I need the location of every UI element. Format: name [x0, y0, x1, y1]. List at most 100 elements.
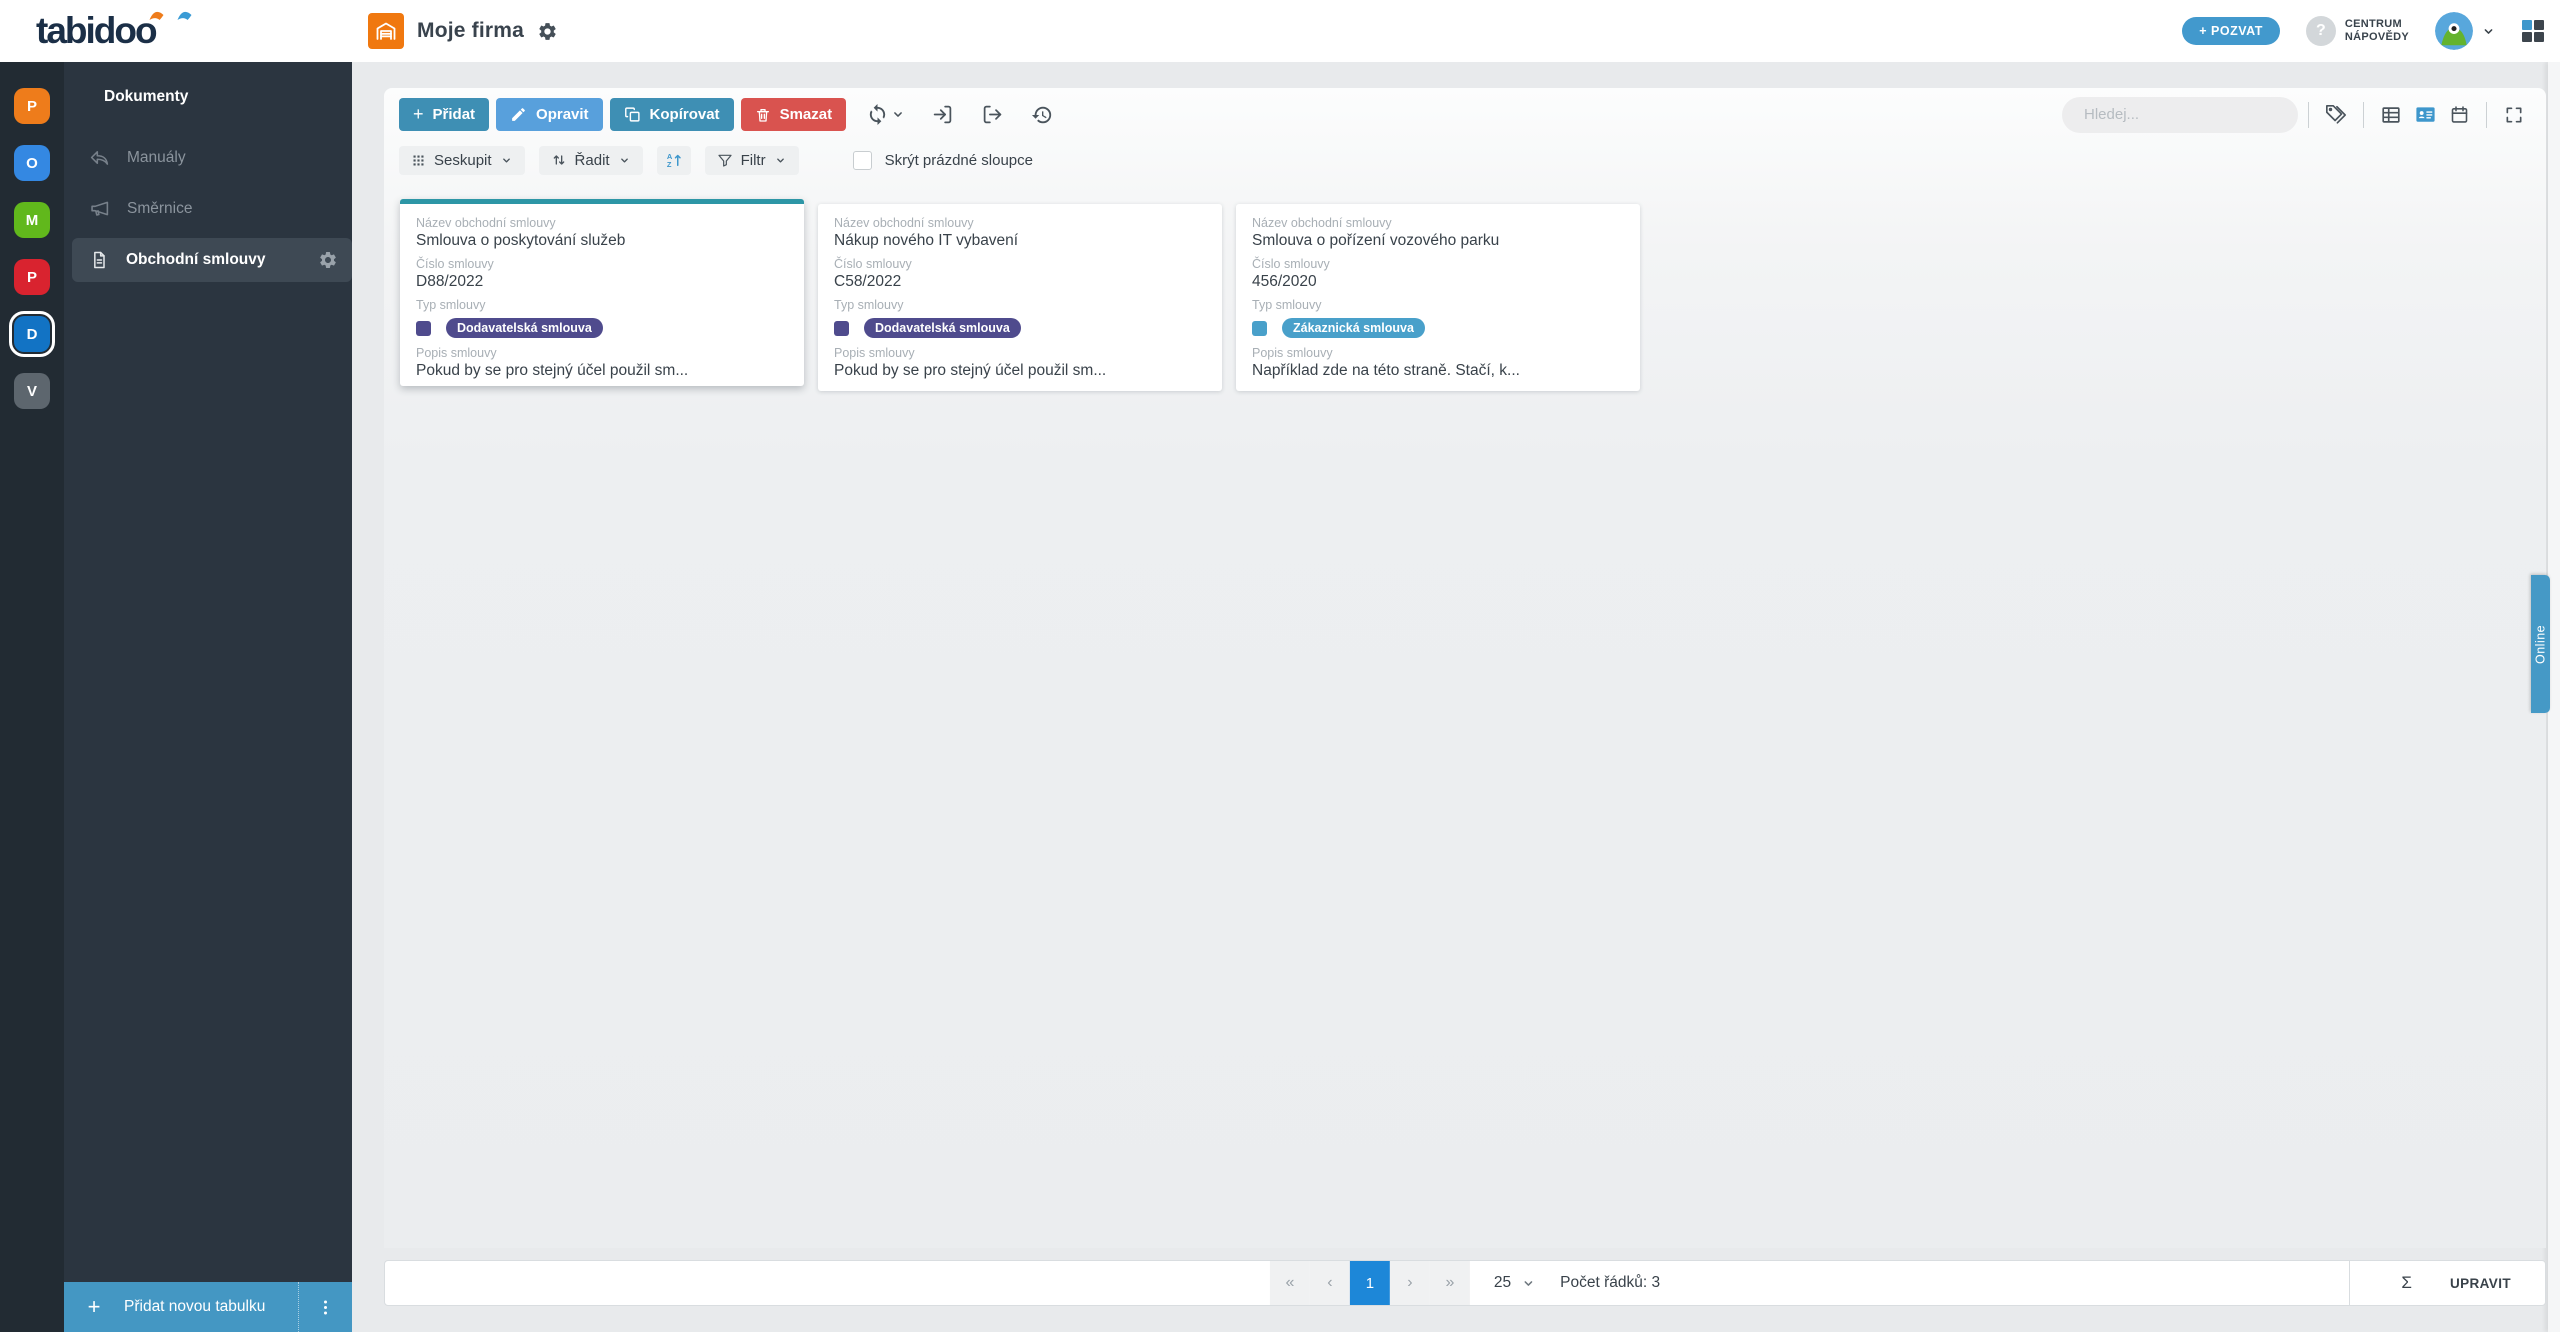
refresh-button[interactable]: [865, 100, 889, 130]
toolbar-primary: + Přidat Opravit Kopírovat Smazat: [399, 96, 2531, 133]
table-list-menu-button[interactable]: [298, 1282, 352, 1332]
pagination-group: « ‹ 1 › »: [1269, 1261, 1470, 1305]
pagination-bar: « ‹ 1 › » 25 Počet řádků: 3 Σ UPRAVIT: [384, 1260, 2546, 1306]
divider: [2486, 101, 2487, 128]
apps-grid-icon[interactable]: [2522, 20, 2544, 42]
field-value-number: C58/2022: [834, 273, 902, 290]
sidebar-item-manualy[interactable]: Manuály: [64, 132, 352, 183]
group-label: Seskupit: [434, 151, 492, 169]
field-value-name: Smlouva o poskytování služeb: [416, 232, 626, 249]
record-card[interactable]: Název obchodní smlouvy Smlouva o poskyto…: [400, 199, 804, 386]
field-label: Číslo smlouvy: [834, 257, 912, 271]
copy-record-button[interactable]: Kopírovat: [609, 98, 734, 131]
group-button[interactable]: Seskupit: [399, 145, 525, 175]
rail-avatar-m[interactable]: M: [14, 202, 50, 238]
delete-record-label: Smazat: [779, 106, 833, 123]
sidebar: Dokumenty Manuály Směrnice Obchodní smlo…: [64, 62, 352, 1332]
history-button[interactable]: [1027, 100, 1057, 130]
edit-view-button[interactable]: UPRAVIT: [2449, 1275, 2511, 1291]
tags-button[interactable]: [2319, 100, 2353, 130]
sidebar-item-label: Směrnice: [127, 199, 193, 217]
record-card[interactable]: Název obchodní smlouvy Smlouva o pořízen…: [1236, 204, 1640, 391]
sidebar-item-label: Manuály: [127, 148, 186, 166]
field-label: Číslo smlouvy: [1252, 257, 1330, 271]
copy-record-label: Kopírovat: [649, 106, 720, 123]
hide-empty-columns-label: Skrýt prázdné sloupce: [884, 151, 1033, 169]
online-status-tab[interactable]: Online: [2531, 575, 2550, 713]
add-record-button[interactable]: + Přidat: [399, 98, 490, 131]
table-settings-icon[interactable]: [318, 250, 338, 270]
first-page-button[interactable]: «: [1269, 1261, 1310, 1305]
add-table-button[interactable]: + Přidat novou tabulku: [64, 1282, 352, 1332]
divider: [2363, 101, 2364, 128]
chevron-down-icon: [774, 154, 787, 167]
help-center-label: CENTRUM NÁPOVĚDY: [2345, 18, 2409, 44]
help-line1: CENTRUM: [2344, 17, 2402, 30]
hide-empty-columns-checkbox[interactable]: [852, 150, 872, 170]
field-label: Typ smlouvy: [416, 298, 486, 312]
prev-page-button[interactable]: ‹: [1309, 1261, 1350, 1305]
sort-button[interactable]: Řadit: [538, 145, 643, 175]
type-badge: Dodavatelská smlouva: [446, 318, 603, 338]
rail-avatar-p1[interactable]: P: [14, 88, 50, 124]
last-page-button[interactable]: »: [1429, 1261, 1470, 1305]
history-icon: [1031, 104, 1053, 126]
invite-button[interactable]: + POZVAT: [2182, 17, 2280, 45]
chevron-down-icon: [618, 154, 631, 167]
import-icon: [932, 104, 953, 125]
sum-button[interactable]: Σ: [2401, 1273, 2412, 1292]
chevron-down-icon: [500, 154, 513, 167]
help-center-link[interactable]: ? CENTRUM NÁPOVĚDY: [2305, 16, 2409, 46]
tabidoo-logo[interactable]: tabidoo: [36, 10, 196, 52]
top-header: tabidoo Moje firma + POZVAT ? CENTRUM NÁ…: [0, 0, 2560, 62]
workspace-settings-icon[interactable]: [537, 21, 558, 42]
type-badge: Dodavatelská smlouva: [864, 318, 1021, 338]
search-box: [2062, 96, 2298, 133]
main-content: + Přidat Opravit Kopírovat Smazat: [352, 62, 2560, 1332]
refresh-caret-icon[interactable]: [889, 107, 907, 122]
next-page-button[interactable]: ›: [1389, 1261, 1430, 1305]
pencil-icon: [510, 106, 527, 123]
record-card[interactable]: Název obchodní smlouvy Nákup nového IT v…: [818, 204, 1222, 391]
plus-icon: +: [87, 1294, 101, 1319]
fullscreen-button[interactable]: [2497, 100, 2531, 130]
import-button[interactable]: [927, 100, 957, 130]
search-input[interactable]: [2084, 106, 2283, 123]
field-label: Popis smlouvy: [1252, 346, 1333, 360]
page-size-select[interactable]: 25: [1494, 1274, 1536, 1292]
field-label: Popis smlouvy: [834, 346, 915, 360]
add-table-label: Přidat novou tabulku: [124, 1298, 266, 1315]
rail-avatar-p2[interactable]: P: [14, 259, 50, 295]
divider: [2308, 101, 2309, 128]
rail-avatar-o[interactable]: O: [14, 145, 50, 181]
sort-arrows-icon: [551, 152, 567, 168]
rail-avatar-d-selected[interactable]: D: [9, 311, 55, 357]
filter-button[interactable]: Filtr: [704, 145, 799, 175]
current-page-button[interactable]: 1: [1349, 1261, 1390, 1305]
toolbar-utility-icons: [865, 100, 1057, 130]
pagination-center: « ‹ 1 › » 25 Počet řádků: 3: [1269, 1261, 1660, 1305]
delete-record-button[interactable]: Smazat: [740, 98, 847, 131]
sort-az-button[interactable]: [656, 145, 691, 175]
sidebar-item-obchodni-smlouvy[interactable]: Obchodní smlouvy: [72, 238, 352, 282]
plus-icon: +: [413, 104, 424, 124]
field-value-number: D88/2022: [416, 273, 484, 290]
calendar-view-button[interactable]: [2442, 100, 2476, 130]
field-value-name: Nákup nového IT vybavení: [834, 232, 1019, 249]
export-button[interactable]: [977, 100, 1007, 130]
document-icon: [89, 250, 109, 270]
right-edge-strip: [2548, 62, 2560, 1332]
edit-record-button[interactable]: Opravit: [496, 98, 603, 131]
user-menu[interactable]: [2435, 12, 2496, 50]
rail-avatar-v[interactable]: V: [14, 373, 50, 409]
table-view-icon: [2380, 104, 2402, 126]
grip-icon: [411, 153, 426, 168]
table-view-button[interactable]: [2374, 100, 2408, 130]
logo-accent-blue-icon: [176, 9, 193, 21]
sidebar-item-smernice[interactable]: Směrnice: [64, 183, 352, 234]
megaphone-icon: [89, 198, 110, 219]
user-avatar[interactable]: [2435, 12, 2473, 50]
add-record-label: Přidat: [432, 106, 476, 123]
card-view-button[interactable]: [2408, 100, 2442, 130]
